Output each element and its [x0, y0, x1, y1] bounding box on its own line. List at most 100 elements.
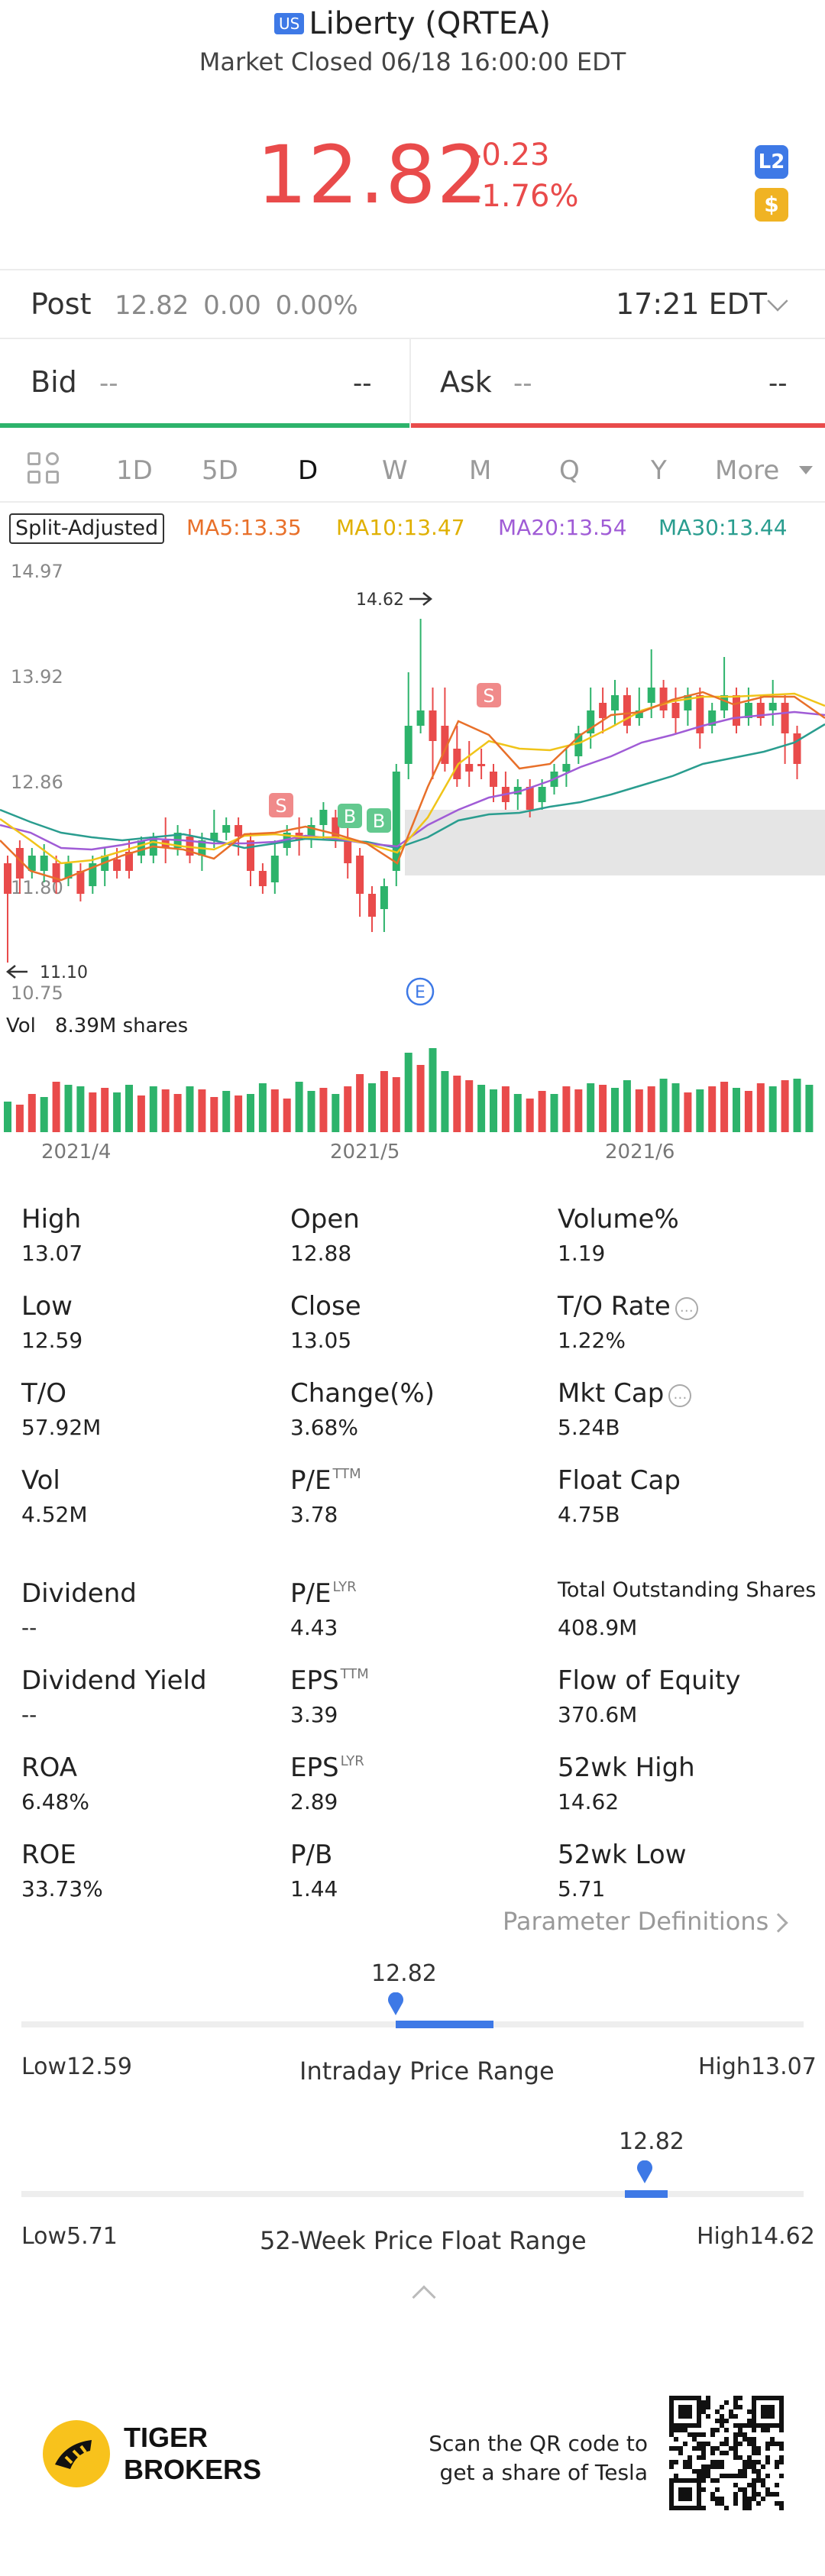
tab-quarter[interactable]: Q	[559, 455, 580, 486]
tab-1d[interactable]: 1D	[116, 455, 153, 486]
stat-label-text: Low	[21, 1291, 73, 1322]
dollar-icon[interactable]: $	[755, 188, 788, 222]
qr-module	[729, 2474, 733, 2478]
qr-module	[710, 2428, 715, 2432]
candle-body	[733, 695, 740, 726]
qr-module	[720, 2423, 724, 2428]
qr-module	[706, 2442, 710, 2446]
volume-bar	[441, 1071, 449, 1132]
candle-body	[441, 726, 449, 764]
volume-bar	[477, 1085, 486, 1132]
stat-value: --	[21, 1615, 37, 1640]
qr-module	[779, 2460, 784, 2464]
ask-size: --	[513, 368, 532, 399]
stat-value: 5.24B	[558, 1415, 620, 1440]
volume-bar	[210, 1097, 218, 1132]
volume-bar	[733, 1088, 740, 1132]
arrow-right-icon	[409, 592, 433, 606]
qr-module	[742, 2492, 747, 2497]
split-adjusted-toggle[interactable]: Split-Adjusted	[9, 513, 165, 544]
buy-marker[interactable]: B	[367, 808, 391, 833]
candle-body	[76, 871, 85, 894]
candle-body	[793, 733, 801, 764]
qr-module	[701, 2451, 706, 2455]
post-market-time[interactable]: 17:21 EDT	[616, 287, 768, 321]
stat-label: P/B	[290, 1840, 332, 1870]
qr-module	[701, 2455, 706, 2460]
tab-more[interactable]: More	[715, 455, 780, 486]
qr-module	[775, 2460, 779, 2464]
high-marker-label: 14.62	[356, 591, 404, 610]
qr-module	[738, 2455, 742, 2460]
stat-label-text: Total Outstanding Shares	[558, 1578, 817, 1602]
earnings-marker[interactable]: E	[406, 977, 435, 1006]
sell-marker[interactable]: S	[477, 683, 501, 707]
candle-body	[332, 817, 340, 840]
volume-value: 8.39M shares	[55, 1015, 189, 1037]
qr-module	[779, 2506, 784, 2510]
stat-value: 370.6M	[558, 1702, 638, 1727]
candle-body	[647, 688, 655, 703]
qr-module	[720, 2464, 724, 2469]
parameter-definitions-link[interactable]: Parameter Definitions	[503, 1907, 769, 1936]
tab-month[interactable]: M	[469, 455, 492, 486]
location-pin-icon	[388, 1992, 403, 2015]
tab-year[interactable]: Y	[651, 455, 667, 486]
qr-module	[752, 2478, 756, 2483]
chevron-down-icon[interactable]	[767, 290, 788, 312]
volume-bar	[235, 1095, 243, 1132]
intraday-low: Low12.59	[21, 2053, 132, 2080]
qr-module	[752, 2464, 756, 2469]
stat-label: Volume%	[558, 1204, 679, 1235]
stat-value: 57.92M	[21, 1415, 102, 1440]
grid-layout-icon[interactable]	[28, 452, 61, 486]
intraday-current-price: 12.82	[371, 1960, 437, 1987]
qr-module	[724, 2437, 729, 2442]
qr-module	[738, 2487, 742, 2492]
qr-module	[733, 2501, 738, 2506]
qr-module	[701, 2487, 706, 2492]
qr-module	[765, 2492, 770, 2497]
qr-module	[729, 2409, 733, 2414]
stock-name: Liberty (QRTEA)	[309, 6, 551, 41]
brand-line2: BROKERS	[124, 2454, 262, 2485]
y-tick-label: 12.86	[11, 772, 63, 793]
qr-module	[715, 2419, 720, 2423]
tab-week[interactable]: W	[382, 455, 408, 486]
qr-module	[747, 2464, 752, 2469]
buy-marker[interactable]: B	[338, 804, 362, 828]
divider	[409, 339, 411, 428]
tab-5d[interactable]: 5D	[202, 455, 238, 486]
chevron-right-icon[interactable]	[768, 1913, 788, 1933]
sell-marker[interactable]: S	[269, 793, 293, 817]
qr-module	[733, 2423, 738, 2428]
candle-body	[623, 695, 631, 726]
dropdown-arrow-icon[interactable]	[799, 466, 813, 474]
qr-module	[710, 2451, 715, 2455]
volume-bars	[4, 1048, 814, 1132]
info-icon[interactable]: …	[668, 1384, 692, 1407]
volume-bar	[76, 1086, 85, 1132]
volume-bar	[599, 1085, 607, 1132]
volume-bar	[453, 1076, 461, 1132]
week52-range-fill	[625, 2190, 668, 2198]
stat-label: Dividend Yield	[21, 1665, 207, 1696]
qr-module	[765, 2487, 770, 2492]
collapse-chevron-icon[interactable]	[412, 2285, 436, 2309]
qr-module	[747, 2460, 752, 2464]
qr-module	[761, 2428, 765, 2432]
volume-bar	[587, 1083, 595, 1132]
info-icon[interactable]: …	[675, 1297, 698, 1320]
bid-price: --	[353, 368, 372, 399]
volume-bar	[247, 1094, 254, 1132]
candlestick-chart[interactable]: 14.97 13.92 12.86 11.80 10.75 14.62 11.1…	[0, 535, 825, 1169]
qr-module	[733, 2497, 738, 2501]
tab-day[interactable]: D	[298, 455, 319, 486]
candle-body	[477, 764, 486, 766]
level2-icon[interactable]: L2	[755, 145, 788, 179]
qr-module	[720, 2442, 724, 2446]
arrow-left-icon	[5, 965, 28, 979]
candle-body	[453, 749, 461, 779]
y-tick-label: 10.75	[11, 982, 63, 1004]
candle-body	[28, 856, 36, 871]
